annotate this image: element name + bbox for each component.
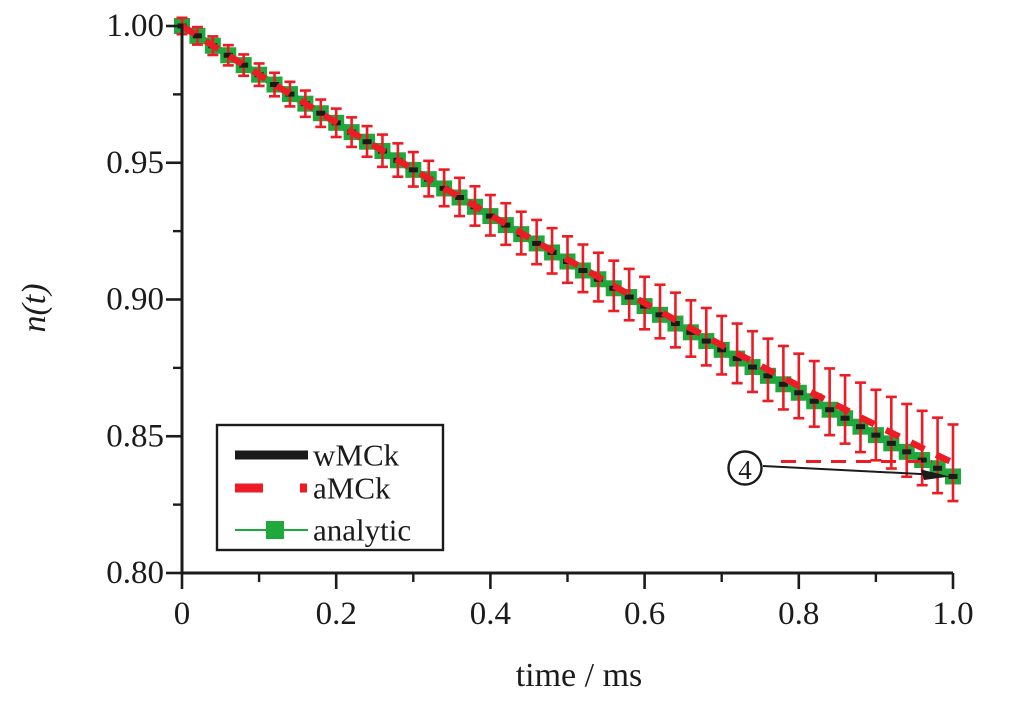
series-layer — [174, 16, 961, 503]
x-axis-title: time / ms — [516, 657, 643, 694]
x-tick-label: 0.6 — [624, 596, 665, 632]
y-axis-title: n(t) — [16, 283, 53, 332]
y-tick-label: 0.90 — [106, 282, 164, 318]
x-tick-label: 0 — [174, 596, 191, 632]
legend-label-wmck: wMCk — [313, 438, 400, 473]
annotation-leader-black — [762, 465, 931, 476]
legend-sample-analytic-marker — [266, 521, 284, 539]
annotation-number: 4 — [738, 455, 752, 485]
amck-dashed-line — [180, 23, 955, 466]
y-tick-label: 0.85 — [106, 418, 164, 454]
axis-ticks — [166, 24, 955, 589]
legend-label-analytic: analytic — [313, 513, 411, 548]
x-tick-label: 0.4 — [470, 596, 511, 632]
axes: 1.00 0.95 0.90 0.85 0.80 0 0.2 0.4 0.6 0… — [16, 8, 974, 694]
y-tick-label: 0.80 — [106, 555, 164, 591]
annotation-callout: 4 — [727, 450, 950, 486]
legend: wMCk aMCk analytic — [215, 423, 445, 552]
x-tick-label: 0.2 — [316, 596, 357, 632]
annotation-circle — [727, 450, 763, 486]
legend-label-amck: aMCk — [313, 471, 391, 506]
y-tick-label: 1.00 — [106, 8, 164, 44]
x-tick-label: 0.8 — [778, 596, 819, 632]
x-tick-label: 1.0 — [932, 596, 973, 632]
y-tick-label: 0.95 — [106, 145, 164, 181]
annotation-arrowhead-icon — [921, 469, 950, 480]
